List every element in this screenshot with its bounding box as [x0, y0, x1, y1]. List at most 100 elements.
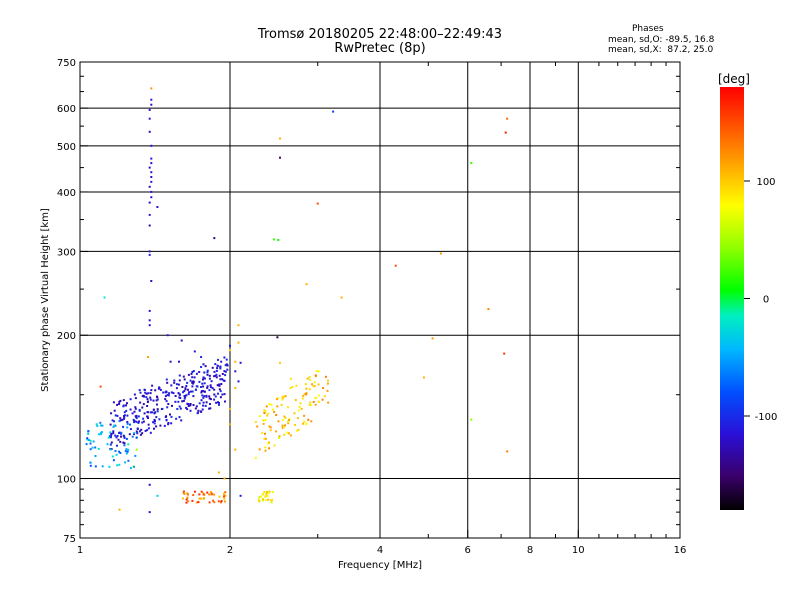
- data-point: [101, 465, 104, 468]
- data-point: [209, 398, 212, 401]
- data-point: [219, 367, 222, 370]
- data-point: [186, 388, 189, 391]
- data-point: [237, 341, 240, 344]
- data-point: [223, 477, 226, 480]
- data-point: [175, 383, 178, 386]
- data-point: [222, 379, 225, 382]
- data-point: [150, 176, 153, 178]
- data-point: [85, 443, 88, 446]
- data-point: [127, 459, 130, 462]
- data-point: [303, 420, 306, 423]
- data-point: [108, 465, 111, 468]
- data-point: [89, 448, 92, 451]
- data-point: [327, 401, 330, 404]
- data-point: [268, 425, 271, 428]
- data-point: [134, 397, 137, 400]
- data-point: [262, 499, 265, 502]
- data-point: [206, 371, 209, 374]
- data-point: [133, 410, 136, 413]
- data-point: [224, 400, 226, 403]
- data-point: [213, 501, 216, 504]
- data-point: [133, 420, 136, 422]
- data-point: [123, 417, 125, 420]
- data-point: [202, 378, 204, 381]
- data-point: [271, 498, 274, 501]
- data-point: [116, 444, 118, 447]
- x-tick-label: 4: [377, 545, 383, 556]
- data-point: [126, 426, 129, 429]
- data-point: [116, 414, 119, 417]
- data-point: [123, 411, 126, 414]
- data-point: [118, 450, 121, 453]
- data-point: [116, 403, 119, 406]
- data-point: [165, 418, 168, 421]
- data-point: [234, 448, 237, 451]
- data-point: [175, 417, 178, 420]
- data-point: [141, 432, 144, 435]
- data-point: [289, 387, 292, 389]
- data-point: [205, 401, 208, 404]
- data-point: [224, 494, 227, 497]
- data-point: [314, 403, 317, 406]
- data-point: [136, 428, 139, 430]
- data-point: [203, 395, 206, 398]
- data-point: [422, 376, 425, 379]
- data-point: [506, 450, 509, 453]
- data-point: [215, 401, 218, 404]
- data-point: [439, 252, 442, 255]
- data-point: [217, 358, 219, 361]
- x-axis-label: Frequency [MHz]: [338, 560, 422, 571]
- data-point: [153, 422, 156, 425]
- data-point: [281, 398, 284, 401]
- data-point: [155, 425, 158, 428]
- data-point: [195, 372, 198, 375]
- data-point: [99, 424, 102, 427]
- data-point: [170, 422, 173, 425]
- data-point: [262, 493, 264, 496]
- data-point: [123, 436, 126, 439]
- data-point: [219, 378, 222, 381]
- data-point: [313, 381, 316, 384]
- data-point: [135, 448, 138, 451]
- data-point: [192, 395, 195, 398]
- data-point: [87, 439, 90, 441]
- data-point: [96, 425, 99, 427]
- data-point: [221, 393, 224, 396]
- data-point: [142, 417, 145, 420]
- data-point: [303, 414, 306, 417]
- data-point: [201, 408, 204, 411]
- data-point: [117, 438, 120, 441]
- data-point: [204, 404, 207, 407]
- data-point: [206, 491, 209, 494]
- data-point: [154, 389, 157, 392]
- chart-title: Tromsø 20180205 22:48:00–22:49:43: [257, 27, 503, 42]
- data-point: [153, 419, 156, 422]
- y-axis: 75 100 200 300 400 500 600 750: [57, 58, 680, 545]
- data-point: [265, 499, 268, 502]
- data-point: [182, 400, 185, 402]
- data-point: [192, 382, 195, 385]
- data-point: [126, 421, 129, 423]
- data-point: [153, 427, 155, 430]
- data-point: [325, 375, 327, 378]
- data-point: [136, 432, 139, 435]
- x-tick-label: 6: [465, 545, 471, 556]
- data-point: [214, 374, 217, 377]
- data-point: [148, 250, 151, 253]
- data-point: [112, 432, 115, 435]
- data-point: [183, 378, 186, 381]
- data-point: [258, 500, 261, 503]
- data-point: [304, 383, 307, 386]
- data-point: [237, 380, 240, 383]
- data-point: [262, 498, 264, 501]
- data-point: [150, 196, 153, 199]
- data-point: [191, 371, 194, 373]
- data-point: [165, 415, 168, 418]
- data-point: [182, 491, 185, 494]
- data-point: [173, 379, 176, 382]
- data-point: [217, 500, 220, 503]
- data-point: [89, 442, 92, 445]
- data-point: [206, 369, 209, 372]
- data-point: [305, 422, 308, 425]
- data-point: [150, 162, 153, 165]
